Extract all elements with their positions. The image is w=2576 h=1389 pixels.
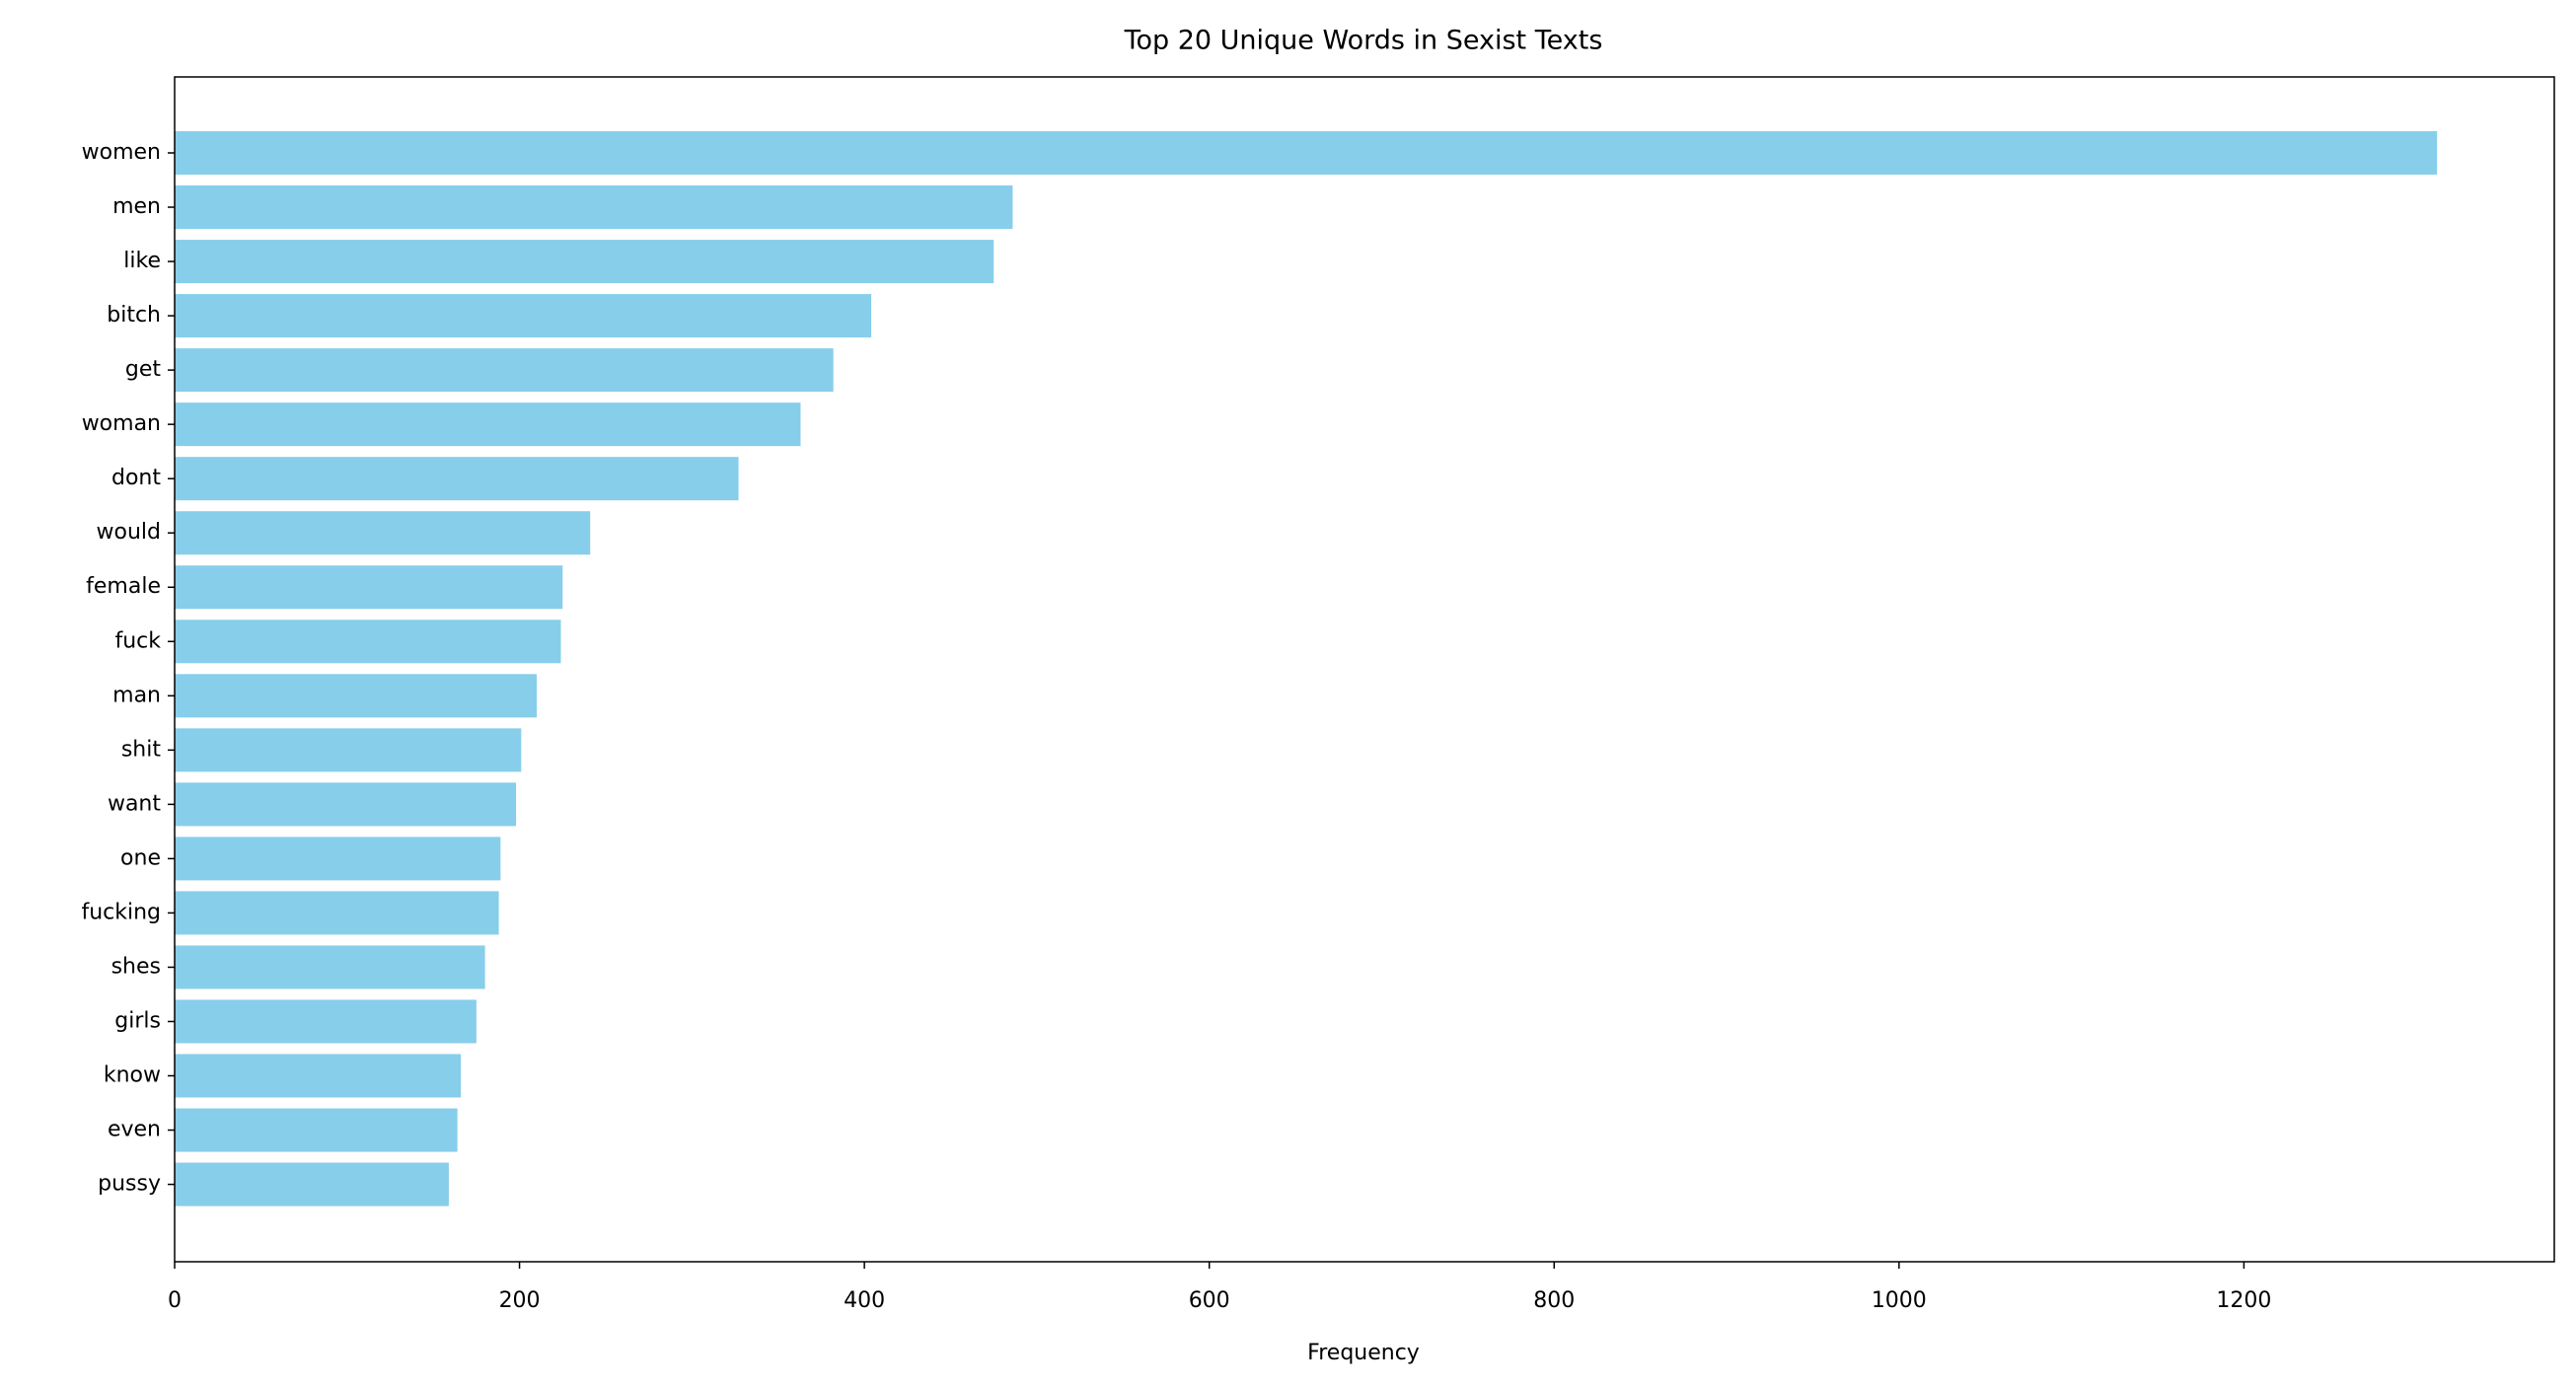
bar	[175, 1162, 449, 1206]
y-tick-label: girls	[114, 1008, 161, 1033]
bar	[175, 402, 801, 447]
y-tick-label: female	[86, 574, 161, 599]
x-tick-label: 600	[1189, 1288, 1230, 1313]
bar	[175, 728, 522, 772]
y-tick-label: fuck	[114, 628, 161, 653]
bar	[175, 511, 591, 555]
y-tick-label: would	[97, 520, 161, 545]
bar	[175, 240, 994, 284]
bar	[175, 185, 1013, 230]
bar	[175, 1108, 458, 1152]
x-tick-label: 1200	[2216, 1288, 2271, 1313]
bar	[175, 945, 485, 989]
x-tick-label: 800	[1533, 1288, 1575, 1313]
y-tick-label: shit	[121, 737, 162, 762]
y-tick-label: fucking	[81, 900, 161, 924]
y-tick-label: dont	[111, 466, 161, 490]
bar	[175, 294, 872, 338]
bar	[175, 674, 538, 718]
y-tick-label: shes	[111, 954, 161, 979]
y-tick-label: man	[112, 683, 161, 707]
x-tick-label: 0	[168, 1288, 182, 1313]
y-tick-label: woman	[82, 411, 161, 436]
y-tick-label: men	[112, 194, 161, 219]
y-tick-label: even	[108, 1118, 161, 1142]
y-tick-label: want	[108, 791, 161, 816]
bar	[175, 999, 477, 1044]
y-tick-label: women	[82, 140, 161, 165]
y-tick-label: know	[104, 1063, 161, 1088]
x-tick-label: 200	[499, 1288, 541, 1313]
chart-title: Top 20 Unique Words in Sexist Texts	[1124, 26, 1603, 56]
y-tick-label: pussy	[98, 1172, 161, 1197]
bar	[175, 837, 501, 881]
bar	[175, 1054, 462, 1098]
bar	[175, 891, 499, 935]
y-tick-label: like	[123, 249, 161, 273]
plot-frame	[174, 76, 2555, 1263]
y-tick-label: one	[120, 845, 161, 870]
bar	[175, 782, 517, 827]
x-axis-label: Frequency	[1307, 1341, 1420, 1365]
x-tick-label: 1000	[1872, 1288, 1927, 1313]
bar	[175, 565, 563, 610]
bar	[175, 348, 834, 393]
bar	[175, 130, 2438, 176]
y-tick-label: get	[125, 357, 162, 382]
y-tick-label: bitch	[107, 303, 161, 328]
bar	[175, 457, 739, 501]
x-tick-label: 400	[844, 1288, 885, 1313]
bar	[175, 620, 561, 664]
